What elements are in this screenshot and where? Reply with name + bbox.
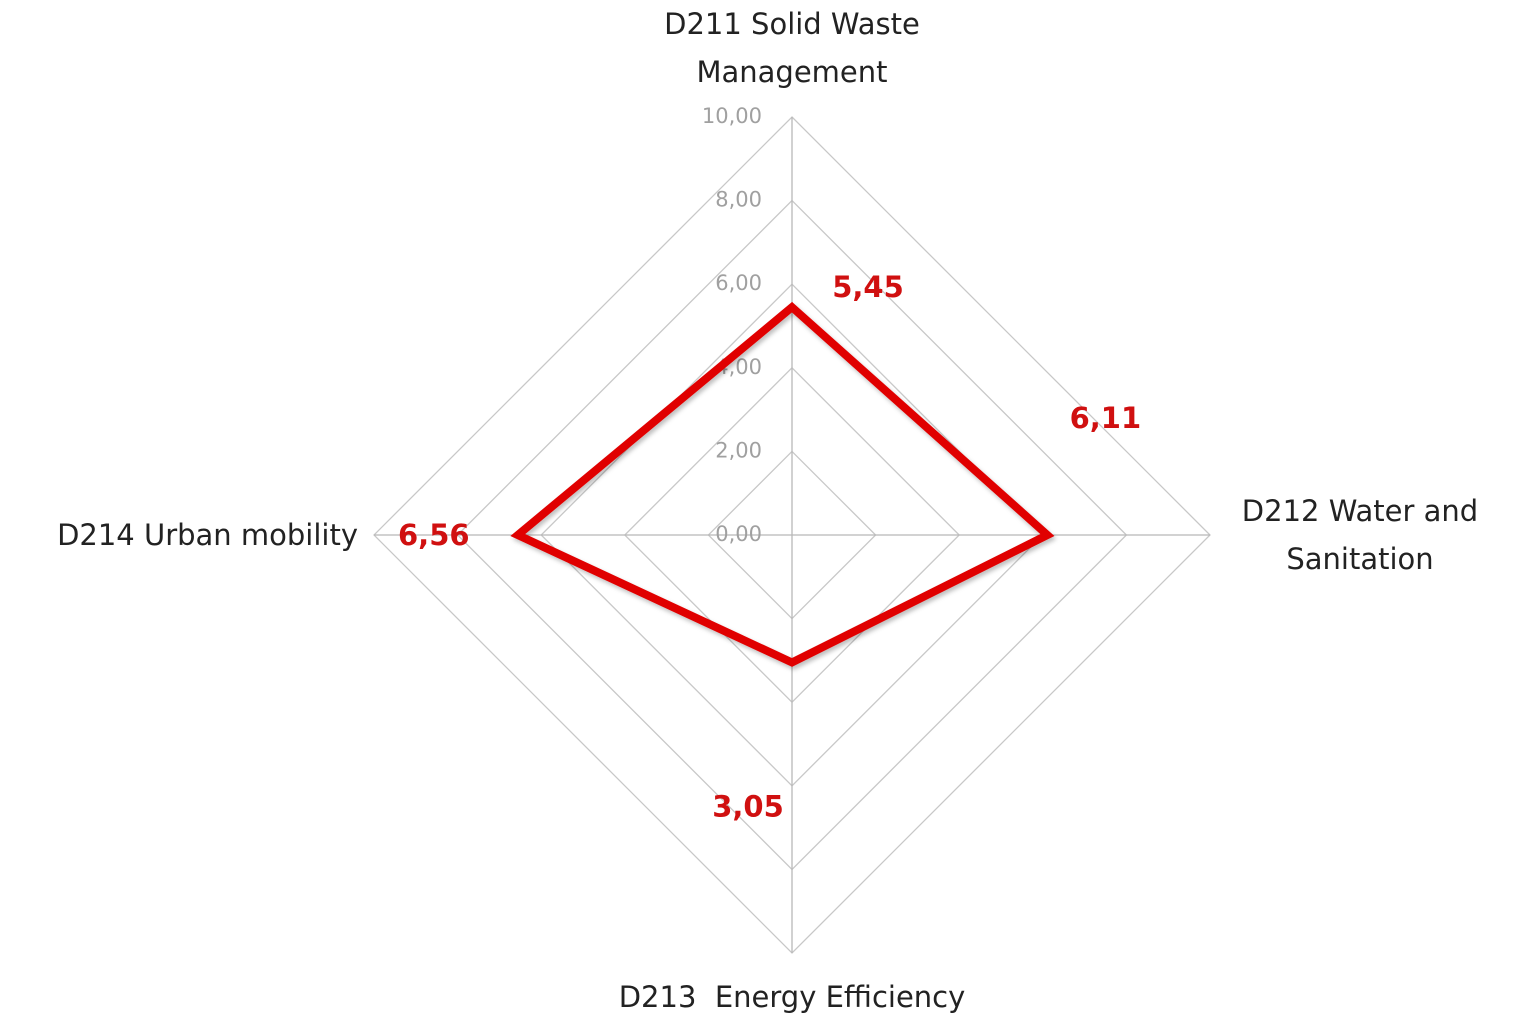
data-label: 5,45 (832, 270, 904, 304)
data-label: 6,11 (1070, 401, 1142, 435)
category-label: D214 Urban mobility (57, 518, 358, 552)
category-label: D211 Solid Waste Management (664, 7, 930, 89)
series-line (510, 301, 1055, 667)
data-label: 6,56 (398, 518, 470, 552)
r-tick-label: 8,00 (715, 188, 762, 212)
data-label: 3,05 (712, 789, 784, 823)
r-tick-label: 6,00 (715, 271, 762, 295)
category-label: D212 Water and Sanitation (1241, 494, 1488, 576)
r-tick-label: 10,00 (702, 104, 762, 128)
r-tick-label: 2,00 (715, 438, 762, 462)
category-label: D213 Energy Efficiency (618, 980, 966, 1014)
r-tick-label: 0,00 (715, 522, 762, 546)
